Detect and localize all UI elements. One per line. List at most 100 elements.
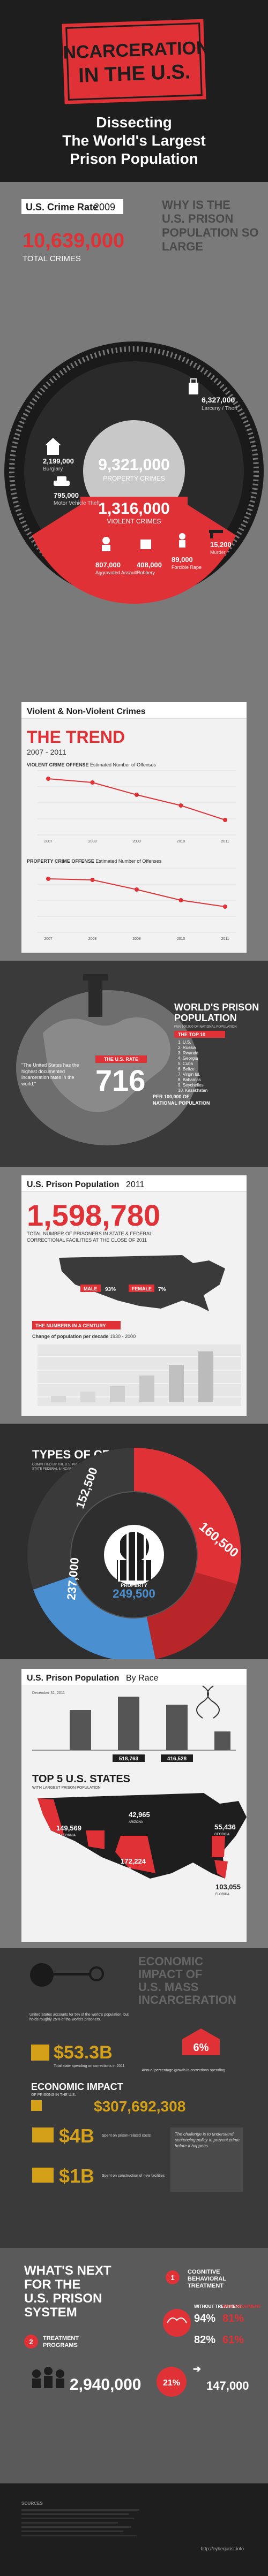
state5-value: 103,055 <box>215 1883 241 1891</box>
spend-desc: Total state spending on corrections in 2… <box>54 2064 125 2068</box>
side-quote: The challenge is to understand sentencin… <box>175 2132 240 2149</box>
prison-total-desc1: TOTAL NUMBER OF PRISONERS IN STATE & FED… <box>27 1231 152 1236</box>
brain-icon <box>163 2309 191 2337</box>
economic-title-line2: IMPACT OF <box>138 1967 202 1981</box>
property-crimes-value: 9,321,000 <box>98 456 169 474</box>
state3-label: GEORGIA <box>214 1833 229 1836</box>
subtitle-line1: Dissecting <box>96 114 172 131</box>
property-point <box>223 905 227 909</box>
burglary-value: 2,199,000 <box>43 457 74 465</box>
top10-item: 10. Kazakhstan <box>178 1088 207 1093</box>
crime-rate-section: U.S. Crime Rate 2009 10,639,000 TOTAL CR… <box>0 182 268 690</box>
economic-title-line1: ECONOMIC <box>138 1955 203 1968</box>
pct-badge-icon <box>182 2028 220 2055</box>
sources-label: SOURCES <box>21 2501 43 2506</box>
dna-icon <box>196 1685 220 1719</box>
world-section: WORLD'S PRISON POPULATION PER 100,000 OF… <box>0 961 268 1167</box>
top10-item: 3. Rwanda <box>178 1051 199 1055</box>
one-b-value: $1B <box>59 2165 94 2187</box>
robbery-label: Robbery <box>137 570 155 575</box>
violent-point <box>223 818 227 822</box>
top10-item: 9. Seychelles <box>178 1083 204 1088</box>
race-bar-value-2: 416,528 <box>167 1756 187 1762</box>
item1-title2: BEHAVIORAL <box>188 2276 226 2282</box>
pct-61: 61% <box>222 2334 244 2346</box>
violent-tick-label: 2011 <box>221 840 229 844</box>
top10-item: 5. Cuba <box>178 1061 193 1066</box>
four-b-desc: Spent on prison-related costs <box>102 2134 151 2138</box>
question-line3: POPULATION SO <box>162 226 259 239</box>
male-label: MALE <box>84 1286 98 1291</box>
item1-number: 1 <box>170 2274 174 2282</box>
types-donut: 160,500 152,500 237,000 249,500 PROPERTY <box>27 1448 241 1661</box>
property-chart-label: PROPERTY CRIME OFFENSE Estimated Number … <box>27 858 162 864</box>
race-bar-chart: 518,763 416,528 <box>32 1697 236 1762</box>
crime-wheel: 9,321,000 PROPERTY CRIMES 1,316,000 VIOL… <box>4 341 264 604</box>
state4-label: TEXAS <box>121 1867 131 1871</box>
impact-sub: OF PRISONS IN THE U.S. <box>31 2093 76 2097</box>
with-treatment-label: WITH TREATMENT <box>222 2304 261 2309</box>
types-section: TYPES OF CRIMES COMMITTED BY THE U.S. PR… <box>0 1424 268 1661</box>
larceny-icon <box>189 378 198 394</box>
credit-link[interactable]: http://cyberjurist.info <box>200 2546 244 2551</box>
property-crime-chart: 2007 2008 2009 2010 2011 <box>38 868 236 941</box>
murder-label: Murder <box>210 550 226 555</box>
total-crimes-label: TOTAL CRIMES <box>23 254 81 263</box>
property-segment-label: PROPERTY <box>121 1583 147 1588</box>
prison-pop-year: 2011 <box>126 1180 145 1189</box>
types-subtitle2: STATE FEDERAL & INCARCERATED <box>32 1468 87 1471</box>
top10-item: 1. U.S. <box>178 1040 191 1045</box>
pct-82: 82% <box>194 2334 215 2346</box>
ball-and-chain-icon <box>30 1963 104 1987</box>
money-icon-4b <box>32 2127 54 2142</box>
world-subtitle: PER 100,000 OF NATIONAL POPULATION <box>174 1025 237 1029</box>
assault-icon <box>102 537 110 551</box>
top10-item: 7. Virgin Isl. <box>178 1072 200 1077</box>
larceny-value: 6,327,000 <box>202 396 235 404</box>
pct-desc: Annual percentage growth in corrections … <box>142 2069 225 2072</box>
question-line4: LARGE <box>162 240 203 253</box>
assault-label: Aggravated Assault <box>95 570 137 575</box>
economic-intro-box: United States accounts for 5% of the wor… <box>29 2013 129 2022</box>
top10-item: 2. Russia <box>178 1045 196 1050</box>
top10-item: 6. Belize <box>178 1067 195 1072</box>
impact-value: $307,692,308 <box>94 2098 185 2115</box>
property-tick-label: 2009 <box>132 937 141 941</box>
title-line2: IN THE U.S. <box>78 60 191 87</box>
race-subheading: By Race <box>126 1674 159 1683</box>
item2-title2: PROGRAMS <box>43 2342 78 2349</box>
us-rate-sub2: NATIONAL POPULATION <box>153 1100 210 1106</box>
property-point <box>178 898 183 902</box>
arrow-icon: ➔ <box>193 2364 201 2374</box>
crime-rate-heading: U.S. Crime Rate <box>26 202 98 212</box>
next-title-line4: SYSTEM <box>24 2305 77 2320</box>
property-crimes-label: PROPERTY CRIMES <box>103 475 165 482</box>
property-tick-label: 2011 <box>221 937 229 941</box>
property-point <box>46 877 50 881</box>
century-label: THE NUMBERS IN A CENTURY <box>35 1323 106 1328</box>
top5-subtitle: WITH LARGEST PRISON POPULATION <box>32 1786 101 1790</box>
footer-section: SOURCES http://cyberjurist.info <box>0 2483 268 2576</box>
crime-rate-heading-bar <box>21 199 123 214</box>
property-tick-label: 2010 <box>177 937 185 941</box>
world-quote-box: "The United States has the highest docum… <box>21 1062 79 1086</box>
rape-label: Forcible Rape <box>172 565 202 570</box>
burglary-icon <box>45 438 61 455</box>
economic-intro: United States accounts for 5% of the wor… <box>29 2013 129 2022</box>
prison-total-value: 1,598,780 <box>27 1198 160 1232</box>
item2-badge <box>24 2335 38 2349</box>
top10-label: THE TOP 10 <box>178 1032 205 1037</box>
violent-crime-chart: 2007 2008 2009 2010 2011 <box>38 770 236 844</box>
violent-point <box>46 777 50 781</box>
violent-point <box>135 793 139 797</box>
one-b-desc: Spent on construction of new facilities <box>102 2174 165 2178</box>
spend-value: $53.3B <box>54 2042 113 2063</box>
item2-title1: TREATMENT <box>43 2335 79 2342</box>
property-point <box>135 887 139 892</box>
car-icon <box>54 476 70 486</box>
money-stack-icon <box>31 2045 49 2061</box>
coins-icon <box>31 2100 42 2111</box>
item2-number: 2 <box>29 2338 33 2346</box>
top10-item: 4. Georgia <box>178 1056 198 1061</box>
